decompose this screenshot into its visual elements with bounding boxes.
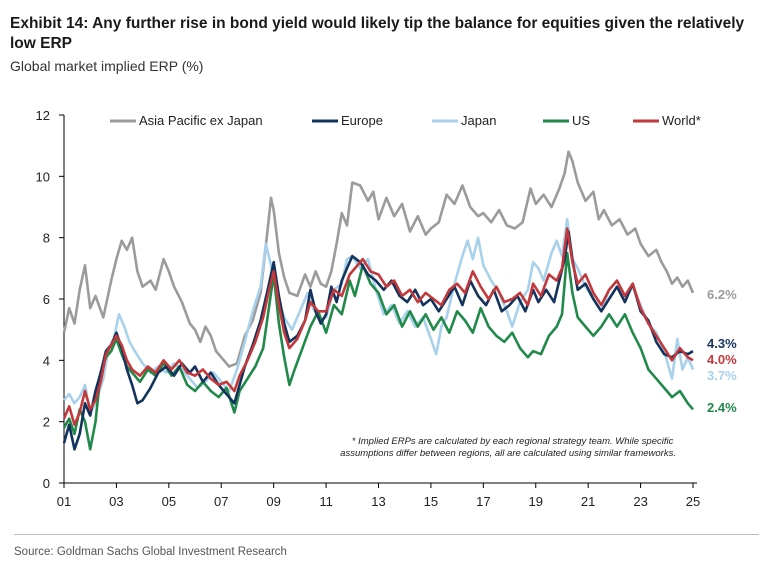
y-tick-label: 0 [43,476,50,491]
source-note: Source: Goldman Sachs Global Investment … [14,546,287,558]
y-tick-label: 4 [43,353,50,368]
end-value-label: 4.0% [707,352,737,367]
chart-series-lines [62,150,695,451]
x-tick-label: 25 [686,494,700,509]
legend-label: US [572,113,590,128]
end-value-label: 6.2% [707,287,737,302]
legend-label: Asia Pacific ex Japan [139,113,263,128]
x-tick-label: 17 [476,494,490,509]
series-line-asia-pacific-ex-japan [62,150,695,368]
x-tick-label: 23 [633,494,647,509]
y-tick-label: 2 [43,415,50,430]
end-value-label: 2.4% [707,400,737,415]
y-tick-label: 10 [36,169,50,184]
y-tick-label: 12 [36,108,50,123]
chart-subtitle: Global market implied ERP (%) [10,58,204,74]
x-tick-label: 21 [581,494,595,509]
series-line-europe [62,230,694,451]
chart-end-labels: 6.2% 4.3% 3.7% 2.4% 4.0% [707,287,737,415]
chart-legend: Asia Pacific ex Japan Europe Japan US World* [110,113,701,128]
series-line-us [62,251,694,451]
exhibit-title: Exhibit 14: Any further rise in bond yie… [10,15,745,52]
x-tick-label: 19 [529,494,543,509]
x-tick-label: 01 [57,494,71,509]
legend-label: Japan [461,113,496,128]
y-tick-label: 8 [43,231,50,246]
footer-divider [14,534,759,535]
y-tick-label: 6 [43,292,50,307]
end-value-label: 4.3% [707,336,737,351]
x-tick-label: 13 [371,494,385,509]
x-tick-label: 09 [266,494,280,509]
chart-footnote: * Implied ERPs are calculated by each re… [340,436,676,459]
chart-axes: 0 2 4 6 8 10 12 01 03 05 07 09 11 13 15 17 19 21 23 25 [36,108,701,509]
end-value-label: 3.7% [707,368,737,383]
erp-line-chart: 0 2 4 6 8 10 12 01 03 05 07 09 11 13 15 17 19 21 23 25 Asia… [36,108,738,509]
series-line-japan [63,218,695,414]
x-tick-label: 03 [109,494,123,509]
x-tick-label: 05 [162,494,176,509]
series-line-world [62,227,694,426]
legend-label: World* [662,113,701,128]
legend-label: Europe [341,113,383,128]
x-tick-label: 11 [319,494,333,509]
x-tick-label: 07 [214,494,228,509]
x-tick-label: 15 [424,494,438,509]
